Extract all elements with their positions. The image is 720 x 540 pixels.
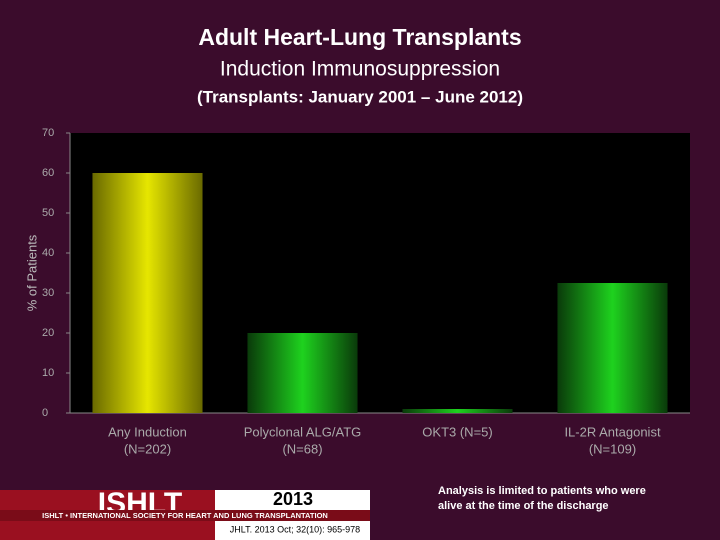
- bar: [247, 333, 358, 413]
- bar: [557, 283, 668, 413]
- x-tick-label: (N=202): [124, 441, 171, 456]
- y-tick-label: 40: [42, 247, 54, 259]
- citation: JHLT. 2013 Oct; 32(10): 965-978: [230, 524, 360, 534]
- x-tick-label: OKT3 (N=5): [422, 424, 492, 439]
- chart-title: Adult Heart-Lung Transplants: [198, 24, 521, 50]
- year: 2013: [273, 489, 313, 509]
- chart-subtitle: (Transplants: January 2001 – June 2012): [197, 87, 523, 106]
- bar: [402, 409, 513, 413]
- y-tick-label: 60: [42, 167, 54, 179]
- y-axis-label: % of Patients: [24, 234, 39, 311]
- x-tick-label: Polyclonal ALG/ATG: [244, 424, 362, 439]
- y-tick-label: 50: [42, 207, 54, 219]
- x-tick-label: IL-2R Antagonist: [564, 424, 661, 439]
- society: ISHLT • INTERNATIONAL SOCIETY FOR HEART …: [42, 511, 328, 520]
- logo-band: [0, 510, 370, 521]
- y-tick-label: 30: [42, 287, 54, 299]
- y-tick-label: 0: [42, 407, 48, 419]
- note: alive at the time of the discharge: [438, 500, 609, 512]
- x-tick-label: Any Induction: [108, 424, 187, 439]
- y-tick-label: 20: [42, 327, 54, 339]
- bar: [92, 173, 203, 413]
- x-tick-label: (N=109): [589, 441, 636, 456]
- y-tick-label: 10: [42, 367, 54, 379]
- x-tick-label: (N=68): [282, 441, 322, 456]
- note: Analysis is limited to patients who were: [438, 485, 646, 497]
- y-tick-label: 70: [42, 127, 54, 139]
- chart-subtitle: Induction Immunosuppression: [220, 58, 500, 81]
